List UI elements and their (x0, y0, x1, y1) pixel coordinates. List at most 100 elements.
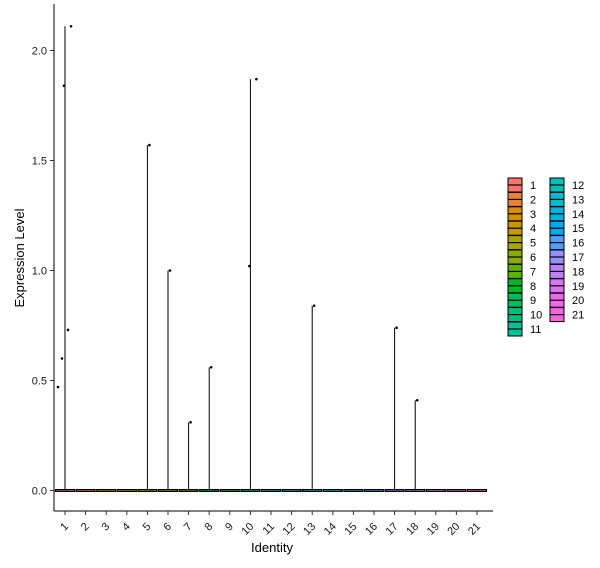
point-cluster-10 (248, 264, 251, 268)
legend-label: 20 (572, 295, 584, 307)
point-cluster-1 (69, 25, 73, 28)
violin-19 (425, 489, 446, 493)
legend-label: 18 (572, 266, 584, 278)
x-tick-label: 15 (342, 521, 359, 538)
point-cluster-13 (312, 304, 316, 308)
y-tick-label: 0.0 (32, 486, 47, 498)
x-tick-label: 10 (239, 521, 256, 538)
legend-item-12: 12 (549, 177, 584, 193)
legend-label: 14 (572, 209, 584, 221)
x-tick-label: 21 (466, 521, 483, 538)
point-cluster-10 (255, 77, 258, 81)
violin-11 (260, 489, 282, 493)
y-tick-label: 2.0 (32, 46, 47, 58)
x-tick-label: 1 (58, 521, 71, 534)
legend-item-16: 16 (549, 235, 584, 251)
violin-9 (219, 489, 240, 493)
legend-item-18: 18 (549, 263, 584, 279)
legend-label: 13 (572, 194, 584, 206)
violin-16 (363, 489, 385, 493)
y-tick-label: 1.0 (32, 266, 47, 278)
point-cluster-8 (209, 366, 213, 369)
x-axis: 1 2 3 4 5 6 7 8 9 10 11 12 13 14 15 16 17 18 19 20 21 (54, 510, 493, 538)
legend-item-19: 19 (549, 278, 584, 294)
x-tick-label: 3 (100, 521, 113, 534)
legend-label: 1 (530, 180, 536, 192)
legend-item-4: 4 (507, 220, 536, 236)
legend-item-1: 1 (507, 177, 536, 193)
legend-label: 15 (572, 223, 584, 235)
x-tick-label: 4 (120, 521, 133, 534)
point-cluster-7 (189, 421, 192, 424)
x-tick-label: 18 (404, 521, 421, 538)
legend-label: 10 (530, 310, 542, 322)
y-tick-label: 1.5 (32, 156, 47, 168)
x-tick-label: 17 (384, 521, 401, 538)
y-tick-label: 0.5 (32, 376, 47, 388)
violin-2 (75, 489, 96, 493)
point-cluster-6 (168, 269, 172, 272)
legend-item-7: 7 (507, 263, 536, 279)
point-cluster-17 (395, 326, 398, 330)
legend-label: 17 (572, 252, 584, 264)
x-tick-label: 11 (261, 521, 278, 538)
plot-area (54, 25, 488, 493)
legend-item-13: 13 (549, 191, 584, 207)
legend-item-2: 2 (507, 191, 536, 207)
legend-item-6: 6 (507, 249, 536, 265)
legend-label: 21 (572, 310, 584, 322)
legend-item-11: 11 (507, 321, 541, 337)
legend-label: 12 (572, 180, 584, 192)
violin-3 (96, 489, 117, 493)
legend-label: 11 (530, 324, 541, 336)
x-tick-label: 13 (301, 521, 318, 538)
point-cluster-1 (60, 357, 64, 360)
legend-item-5: 5 (507, 235, 536, 251)
point-cluster-1 (56, 385, 60, 389)
x-tick-label: 14 (322, 521, 339, 538)
violin-14 (322, 489, 343, 493)
legend-item-21: 21 (549, 307, 584, 323)
y-axis: 0.0 0.5 1.0 1.5 2.0 (32, 4, 55, 511)
legend-item-9: 9 (507, 292, 536, 308)
x-tick-label: 20 (445, 521, 462, 538)
legend-label: 3 (530, 209, 536, 221)
x-tick-label: 5 (141, 521, 154, 534)
x-tick-label: 16 (363, 521, 380, 538)
legend-label: 6 (530, 252, 536, 264)
violin-21 (466, 489, 488, 493)
violin-15 (343, 489, 364, 493)
x-axis-title: Identity (251, 540, 293, 555)
x-tick-label: 6 (161, 521, 174, 534)
legend-item-15: 15 (549, 220, 584, 236)
legend-label: 5 (530, 238, 536, 250)
x-tick-label: 12 (281, 521, 298, 538)
point-cluster-5 (148, 143, 151, 147)
legend-item-14: 14 (549, 206, 584, 222)
legend-item-10: 10 (507, 307, 542, 323)
legend-label: 4 (530, 223, 536, 235)
x-tick-label: 19 (425, 521, 442, 538)
legend-label: 7 (530, 266, 536, 278)
legend-label: 16 (572, 238, 584, 250)
x-tick-label: 8 (203, 521, 216, 534)
legend-item-17: 17 (549, 249, 584, 265)
x-tick-label: 7 (182, 521, 195, 534)
legend-label: 8 (530, 281, 536, 293)
point-cluster-18 (415, 399, 419, 402)
y-axis-title: Expression Level (12, 208, 27, 307)
point-cluster-1 (62, 84, 66, 87)
violin-4 (116, 489, 137, 493)
legend-label: 19 (572, 281, 584, 293)
violin-20 (446, 489, 467, 493)
legend-item-20: 20 (549, 292, 584, 308)
x-tick-label: 2 (79, 521, 92, 534)
violin-12 (281, 489, 302, 493)
legend-item-8: 8 (507, 278, 536, 294)
legend-label: 2 (530, 194, 536, 206)
point-cluster-1 (66, 328, 70, 332)
legend-label: 9 (530, 295, 536, 307)
legend-item-3: 3 (507, 206, 536, 222)
